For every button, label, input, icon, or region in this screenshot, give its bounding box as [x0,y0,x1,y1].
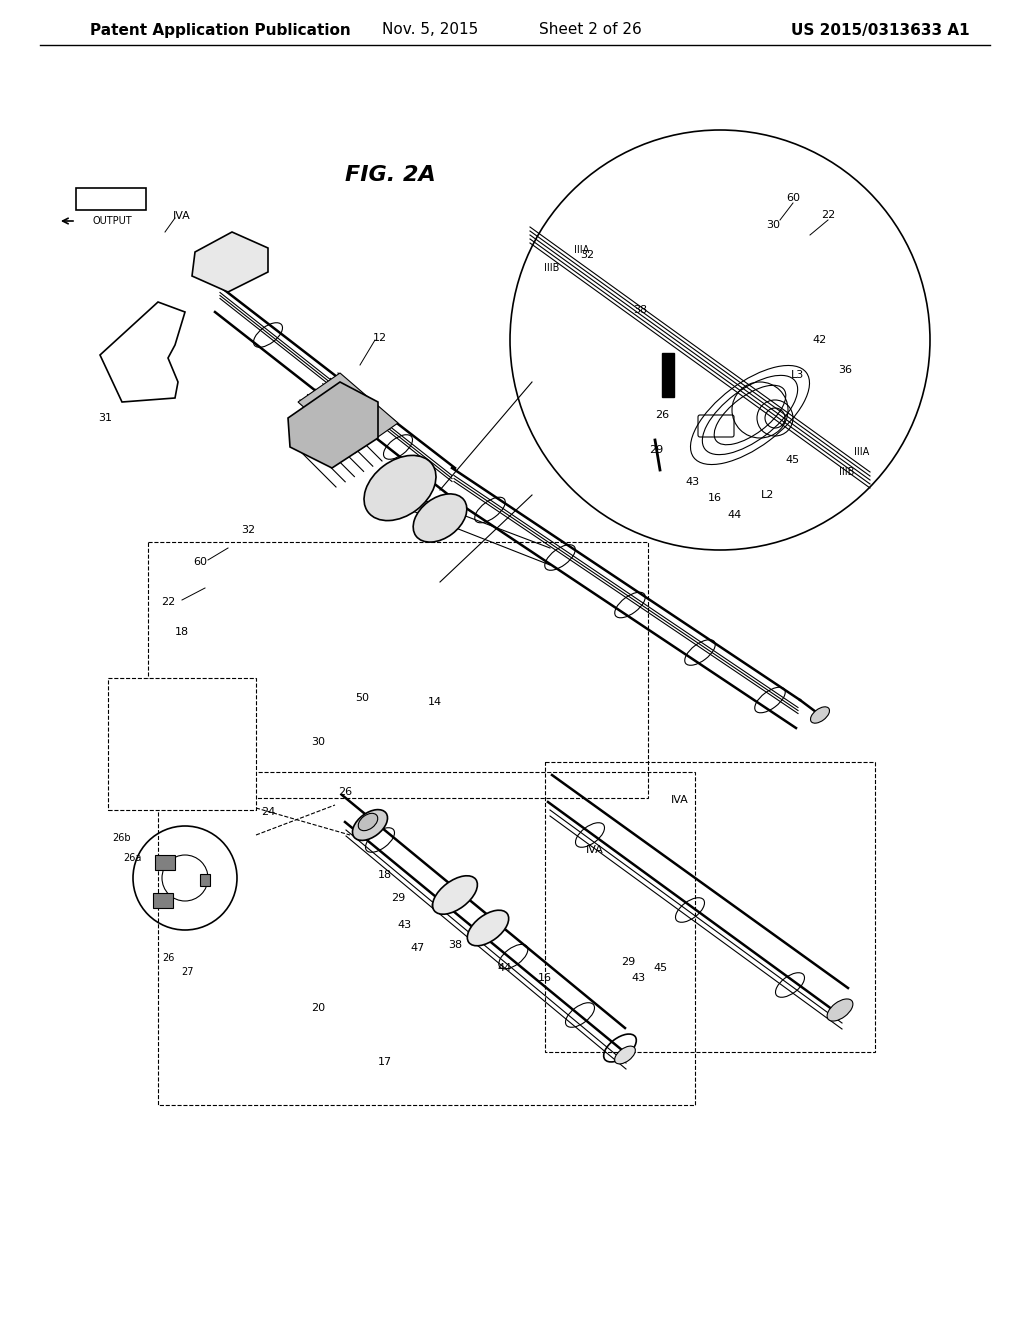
Text: Sheet 2 of 26: Sheet 2 of 26 [539,22,641,37]
Ellipse shape [364,455,436,520]
Text: 60: 60 [786,193,800,203]
Text: 26: 26 [162,953,174,964]
Text: 29: 29 [621,957,635,968]
Text: L2: L2 [761,490,775,500]
Text: 18: 18 [378,870,392,880]
Text: IIIB: IIIB [840,467,855,477]
Text: 45: 45 [786,455,800,465]
Text: 18: 18 [175,627,189,638]
Ellipse shape [827,999,853,1022]
Text: 26: 26 [338,787,352,797]
Text: 47: 47 [411,942,425,953]
Ellipse shape [811,706,829,723]
Text: 38: 38 [447,940,462,950]
Text: 16: 16 [708,492,722,503]
Text: 42: 42 [813,335,827,345]
Ellipse shape [432,875,477,915]
Text: 44: 44 [498,964,512,973]
Text: 22: 22 [821,210,836,220]
Text: 50: 50 [355,693,369,704]
Text: 17: 17 [378,1057,392,1067]
Bar [76,187,146,210]
Text: 12: 12 [373,333,387,343]
Text: 43: 43 [398,920,412,931]
Bar [153,894,173,908]
Ellipse shape [467,911,509,946]
Text: Patent Application Publication: Patent Application Publication [90,22,351,37]
Text: IVA: IVA [586,845,604,855]
Text: 32: 32 [241,525,255,535]
Text: 30: 30 [311,737,325,747]
Text: IVA: IVA [173,211,190,220]
Text: 30: 30 [766,220,780,230]
Text: 43: 43 [686,477,700,487]
Polygon shape [298,374,398,453]
Text: IIIB: IIIB [545,263,560,273]
Text: IIIA: IIIA [574,246,590,255]
Polygon shape [288,381,378,469]
Text: 29: 29 [391,894,406,903]
Text: 32: 32 [580,249,594,260]
Text: 27: 27 [181,968,195,977]
Text: 20: 20 [311,1003,325,1012]
Text: 45: 45 [653,964,667,973]
Ellipse shape [352,809,387,841]
Text: 36: 36 [838,366,852,375]
Text: 26: 26 [655,411,669,420]
Text: 22: 22 [161,597,175,607]
Ellipse shape [358,813,378,830]
Ellipse shape [614,1047,635,1064]
Text: Nov. 5, 2015: Nov. 5, 2015 [382,22,478,37]
Text: 43: 43 [631,973,645,983]
Text: 26a: 26a [123,853,141,863]
Text: OUTPUT: OUTPUT [92,216,132,226]
Ellipse shape [414,494,467,543]
Text: L3: L3 [792,370,805,380]
Bar [155,855,175,870]
Text: 44: 44 [728,510,742,520]
Text: 24: 24 [261,807,275,817]
Bar [662,352,674,397]
Text: IIIA: IIIA [854,447,869,457]
Bar [108,678,256,810]
Text: 29: 29 [649,445,664,455]
Text: 14: 14 [428,697,442,708]
Text: 31: 31 [98,413,112,422]
Text: 60: 60 [193,557,207,568]
Text: IVA: IVA [671,795,689,805]
Text: 38: 38 [633,305,647,315]
Bar [200,874,210,886]
Polygon shape [193,232,268,292]
Text: FIG. 2A: FIG. 2A [345,165,435,185]
Text: 16: 16 [538,973,552,983]
Text: 26b: 26b [113,833,131,843]
Text: US 2015/0313633 A1: US 2015/0313633 A1 [791,22,970,37]
